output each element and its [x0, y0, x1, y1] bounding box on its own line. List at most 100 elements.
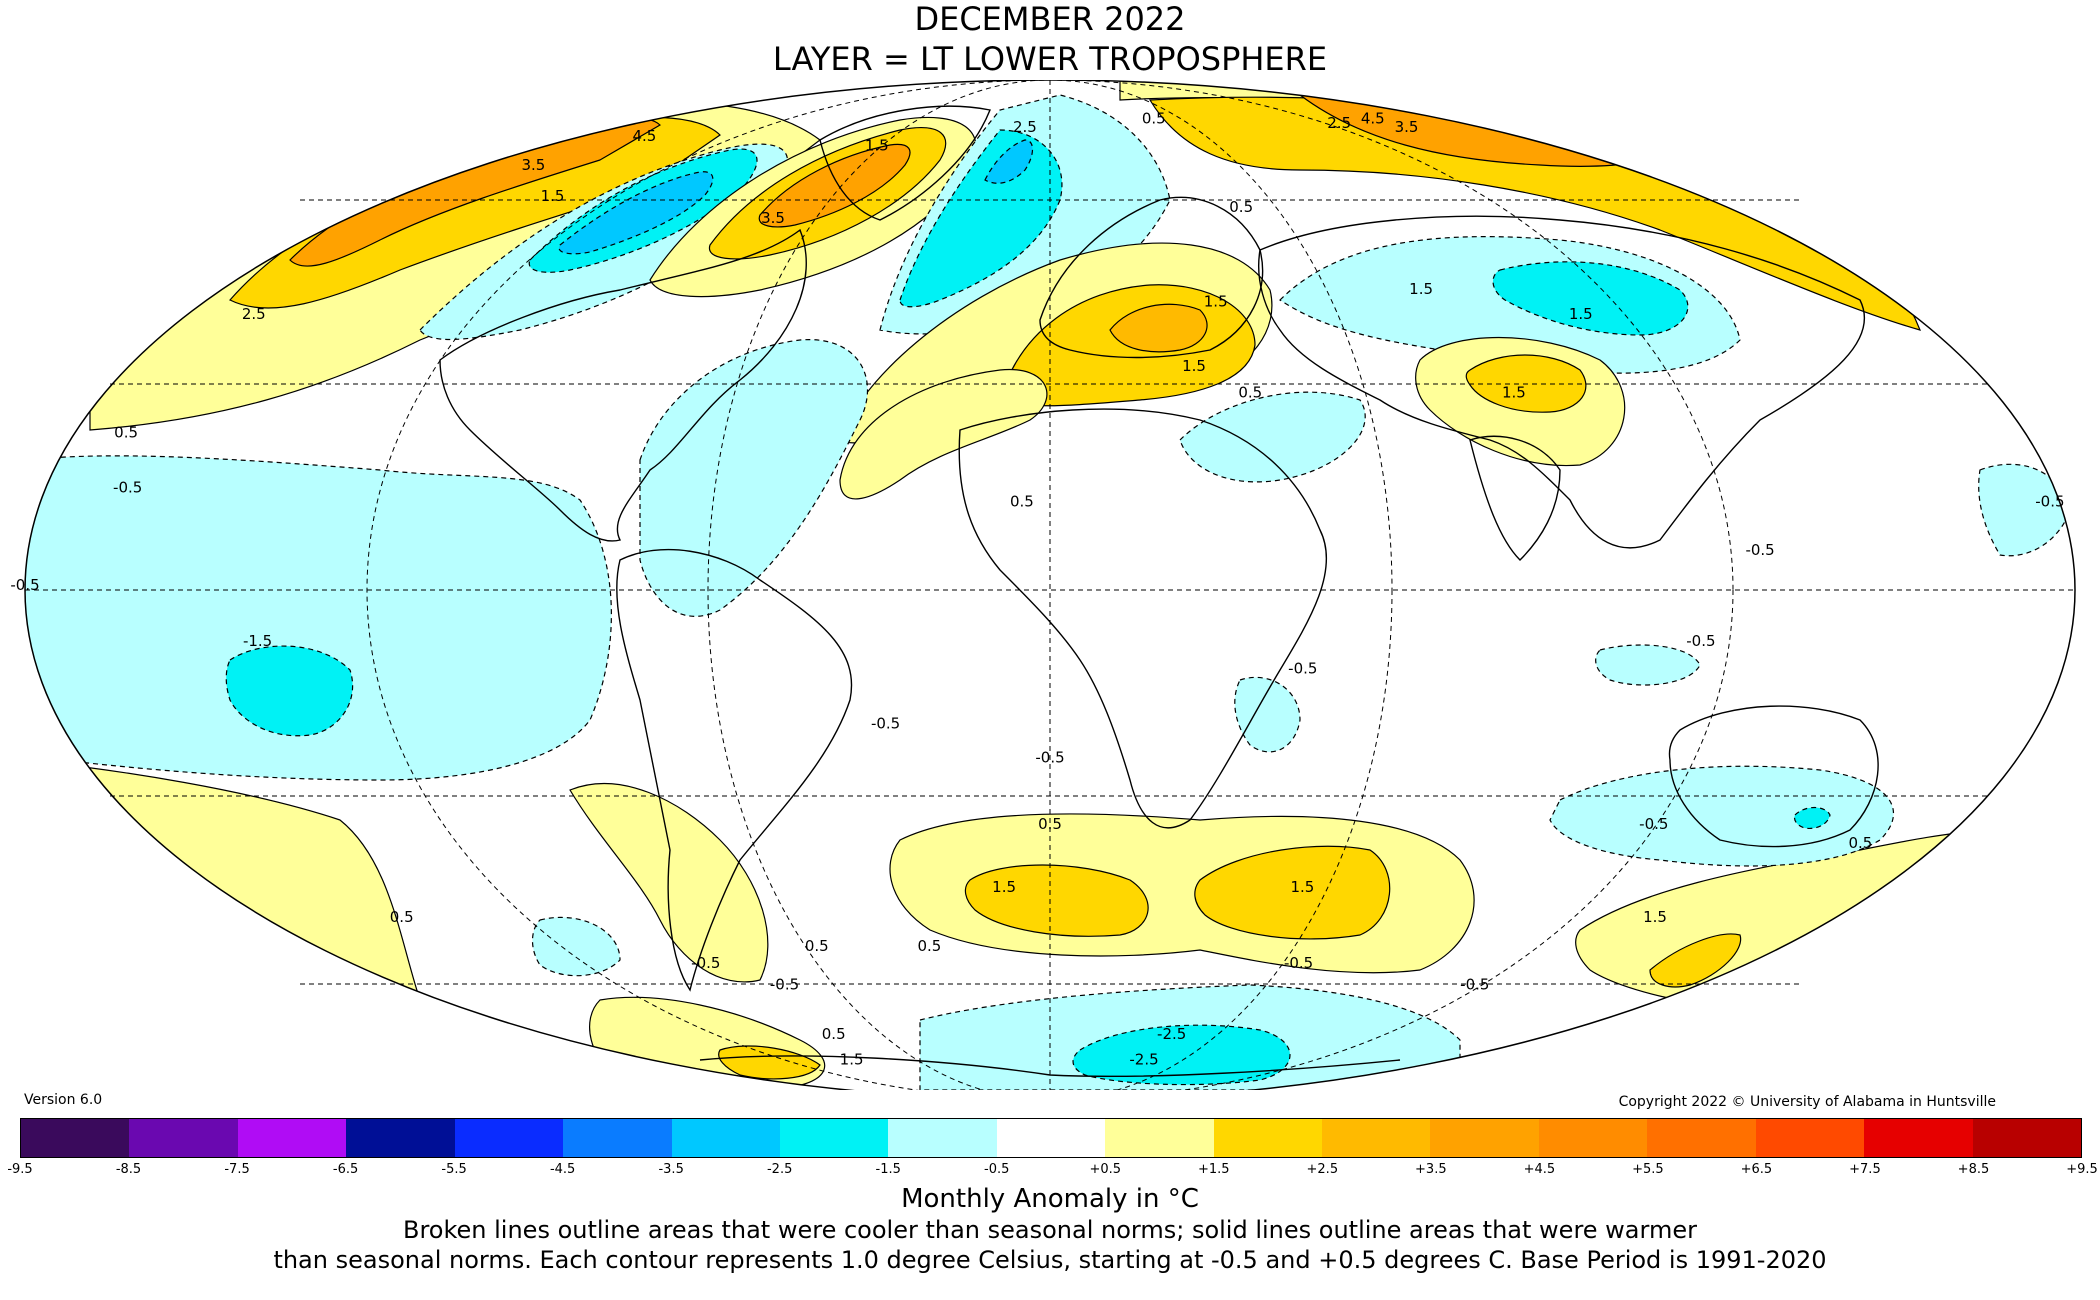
contour-label: -0.5: [2035, 492, 2064, 510]
colorbar: [20, 1118, 2082, 1158]
contour-label: -0.5: [691, 954, 720, 972]
contour-label: 4.5: [632, 127, 656, 145]
contour-label: 1.5: [992, 878, 1016, 896]
contour-label: -0.5: [1284, 954, 1313, 972]
colorbar-tick-label: -8.5: [115, 1162, 142, 1177]
contour-label: 0.5: [822, 1025, 846, 1043]
asia-outline: [1258, 215, 1866, 549]
colorbar-tick-label: +0.5: [1089, 1162, 1122, 1177]
north-america-outline: [439, 228, 807, 542]
contour-label: 1.5: [1643, 908, 1667, 926]
cold-region-north-atlantic-deep: [984, 139, 1034, 184]
cold-region-antarctic-core: [1072, 1024, 1291, 1086]
cold-region-indian-ocean: [1234, 676, 1301, 753]
coastlines: [439, 105, 1879, 1078]
contour-label: 1.5: [1502, 383, 1526, 401]
south-america-outline: [616, 548, 853, 992]
contour-label: -0.5: [113, 479, 142, 497]
australia-outline: [1668, 705, 1879, 848]
contour-label: -0.5: [770, 976, 799, 994]
contour-label: 0.5: [390, 908, 414, 926]
contour-label: 1.5: [1204, 293, 1228, 311]
warm-region-europe-hot: [1109, 303, 1208, 353]
colorbar-bin-16: [1755, 1119, 1865, 1157]
copyright-label: Copyright 2022 © University of Alabama i…: [1618, 1094, 1996, 1110]
warm-region-south-atlantic-core-west: [964, 864, 1149, 937]
colorbar-tick-label: -0.5: [984, 1162, 1010, 1177]
contour-label: 3.5: [521, 156, 545, 174]
cold-region-australia: [1549, 765, 1895, 867]
warm-region-greenland-hot: [758, 143, 911, 228]
colorbar-tick-label: +2.5: [1306, 1162, 1339, 1177]
cold-region-maritime: [1595, 644, 1701, 686]
cold-region-east-pacific-core: [225, 645, 354, 737]
colorbar-tick-label: +1.5: [1197, 1162, 1230, 1177]
colorbar-bin-4: [454, 1119, 564, 1157]
contour-label: 0.5: [1229, 198, 1253, 216]
colorbar-bin-6: [671, 1119, 780, 1157]
colorbar-bin-9: [996, 1119, 1106, 1157]
colorbar-tick-label: +4.5: [1523, 1162, 1556, 1177]
colorbar-tick-label: -2.5: [766, 1162, 793, 1177]
antarctica-outline: [699, 1055, 1401, 1078]
contour-label: -1.5: [243, 632, 272, 650]
colorbar-bin-5: [563, 1119, 672, 1157]
note-line-1: Broken lines outline areas that were coo…: [403, 1216, 1697, 1244]
contour-label: -0.5: [1686, 632, 1715, 650]
colorbar-bin-12: [1322, 1119, 1431, 1157]
contour-label: 1.5: [1182, 357, 1206, 375]
contour-label: 0.5: [917, 937, 941, 955]
cold-region-north-atlantic-core: [899, 129, 1063, 308]
colorbar-ticks: -9.5 -8.5 -7.5 -6.5 -5.5 -4.5 -3.5 -2.5 -1.5 -0.5…: [7, 1162, 2097, 1178]
contour-label: 1.5: [865, 136, 889, 154]
colorbar-unit-label: Monthly Anomaly in °C: [901, 1184, 1199, 1214]
cold-region-australia-core: [1793, 806, 1831, 830]
contour-label: -0.5: [10, 576, 39, 594]
contour-label: -0.5: [1745, 541, 1774, 559]
contour-label: 0.5: [805, 937, 829, 955]
colorbar-tick-label: -6.5: [332, 1162, 359, 1177]
contour-label: 1.5: [1290, 878, 1314, 896]
anomaly-map: 4.5 3.5 2.5 1.5 1.5 3.5 2.5 0.5 0.5 2.5 4.5 3.5 1.5 1…: [10, 80, 2076, 1090]
colorbar-tick-label: +5.5: [1632, 1162, 1664, 1177]
colorbar-bin-8: [888, 1119, 997, 1157]
contour-label: -0.5: [871, 715, 900, 733]
warm-region-north-africa: [839, 368, 1048, 500]
contour-label: 1.5: [840, 1051, 864, 1069]
cold-region-southern-ocean-west: [531, 916, 621, 977]
contour-label: -2.5: [1129, 1051, 1158, 1069]
colorbar-bin-14: [1538, 1119, 1648, 1157]
colorbar-bin-10: [1105, 1119, 1214, 1157]
contour-label: 0.5: [1848, 834, 1872, 852]
contour-label: -0.5: [1460, 976, 1489, 994]
contour-label: -0.5: [1035, 749, 1064, 767]
note-line-2: than seasonal norms. Each contour repres…: [273, 1246, 1827, 1274]
colorbar-tick-label: -3.5: [658, 1162, 684, 1177]
europe-outline: [1039, 196, 1264, 359]
colorbar-bin-13: [1430, 1119, 1539, 1157]
colorbar-tick-label: +8.5: [1957, 1162, 1990, 1177]
africa-outline: [958, 408, 1328, 829]
contour-label: 0.5: [1238, 383, 1262, 401]
contour-label: 0.5: [114, 424, 138, 442]
colorbar-tick-label: -7.5: [224, 1162, 250, 1177]
colorbar-bin-17: [1864, 1119, 1973, 1157]
colorbar-tick-label: -5.5: [441, 1162, 467, 1177]
greenland-outline: [819, 105, 991, 221]
contour-label: 1.5: [541, 187, 565, 205]
colorbar-bin-18: [1972, 1119, 2082, 1157]
colorbar-tick-label: -1.5: [875, 1162, 901, 1177]
colorbar-tick-label: +9.5: [2066, 1162, 2098, 1177]
map-subtitle: LAYER = LT LOWER TROPOSPHERE: [772, 40, 1328, 78]
cold-region-middle-east: [1179, 391, 1366, 483]
version-label: Version 6.0: [24, 1092, 103, 1108]
contour-label: 3.5: [1395, 118, 1419, 136]
cold-region-atlantic-tropics: [639, 339, 869, 617]
graticule: [25, 80, 2075, 1090]
colorbar-tick-label: -9.5: [7, 1162, 33, 1177]
warm-region-south-atlantic-core-east: [1194, 845, 1391, 940]
cold-region-canada-deep: [558, 171, 714, 255]
map-title: DECEMBER 2022: [914, 0, 1186, 38]
cold-region-central-asia-core: [1492, 261, 1689, 336]
cold-region-west-pacific: [1978, 463, 2071, 557]
